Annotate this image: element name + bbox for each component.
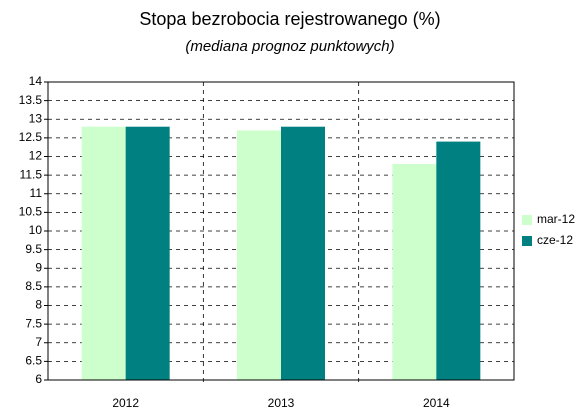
bar	[281, 126, 325, 380]
legend-label: mar-12	[537, 212, 575, 226]
y-tick-label: 6.5	[25, 354, 42, 368]
bar	[436, 141, 481, 380]
y-tick-label: 10.5	[19, 205, 43, 219]
y-tick-label: 6	[35, 372, 42, 386]
x-tick-label: 2014	[423, 396, 450, 410]
y-tick-label: 8.5	[25, 279, 42, 293]
y-tick-label: 13.5	[19, 93, 43, 107]
x-tick-label: 2013	[268, 396, 295, 410]
chart-subtitle: (mediana prognoz punktowych)	[185, 38, 394, 55]
legend-swatch	[522, 236, 532, 246]
legend-label: cze-12	[537, 233, 573, 247]
bar	[237, 130, 281, 380]
chart-title: Stopa bezrobocia rejestrowanego (%)	[139, 9, 440, 29]
y-tick-label: 11.5	[20, 167, 43, 181]
x-tick-label: 2012	[112, 396, 139, 410]
bar	[392, 163, 437, 380]
y-tick-label: 7	[35, 335, 42, 349]
y-tick-label: 8	[35, 298, 42, 312]
bar	[125, 126, 170, 380]
bar	[81, 126, 126, 380]
y-tick-label: 12.5	[19, 130, 43, 144]
y-tick-label: 10	[29, 223, 43, 237]
plot-border	[47, 81, 515, 381]
y-tick-label: 9.5	[25, 242, 42, 256]
y-tick-label: 12	[29, 149, 43, 163]
y-tick-label: 7.5	[25, 316, 42, 330]
y-tick-label: 14	[29, 74, 43, 88]
y-tick-label: 13	[29, 111, 43, 125]
y-tick-label: 9	[35, 260, 42, 274]
y-tick-label: 11	[30, 186, 43, 200]
legend-swatch	[522, 215, 532, 225]
